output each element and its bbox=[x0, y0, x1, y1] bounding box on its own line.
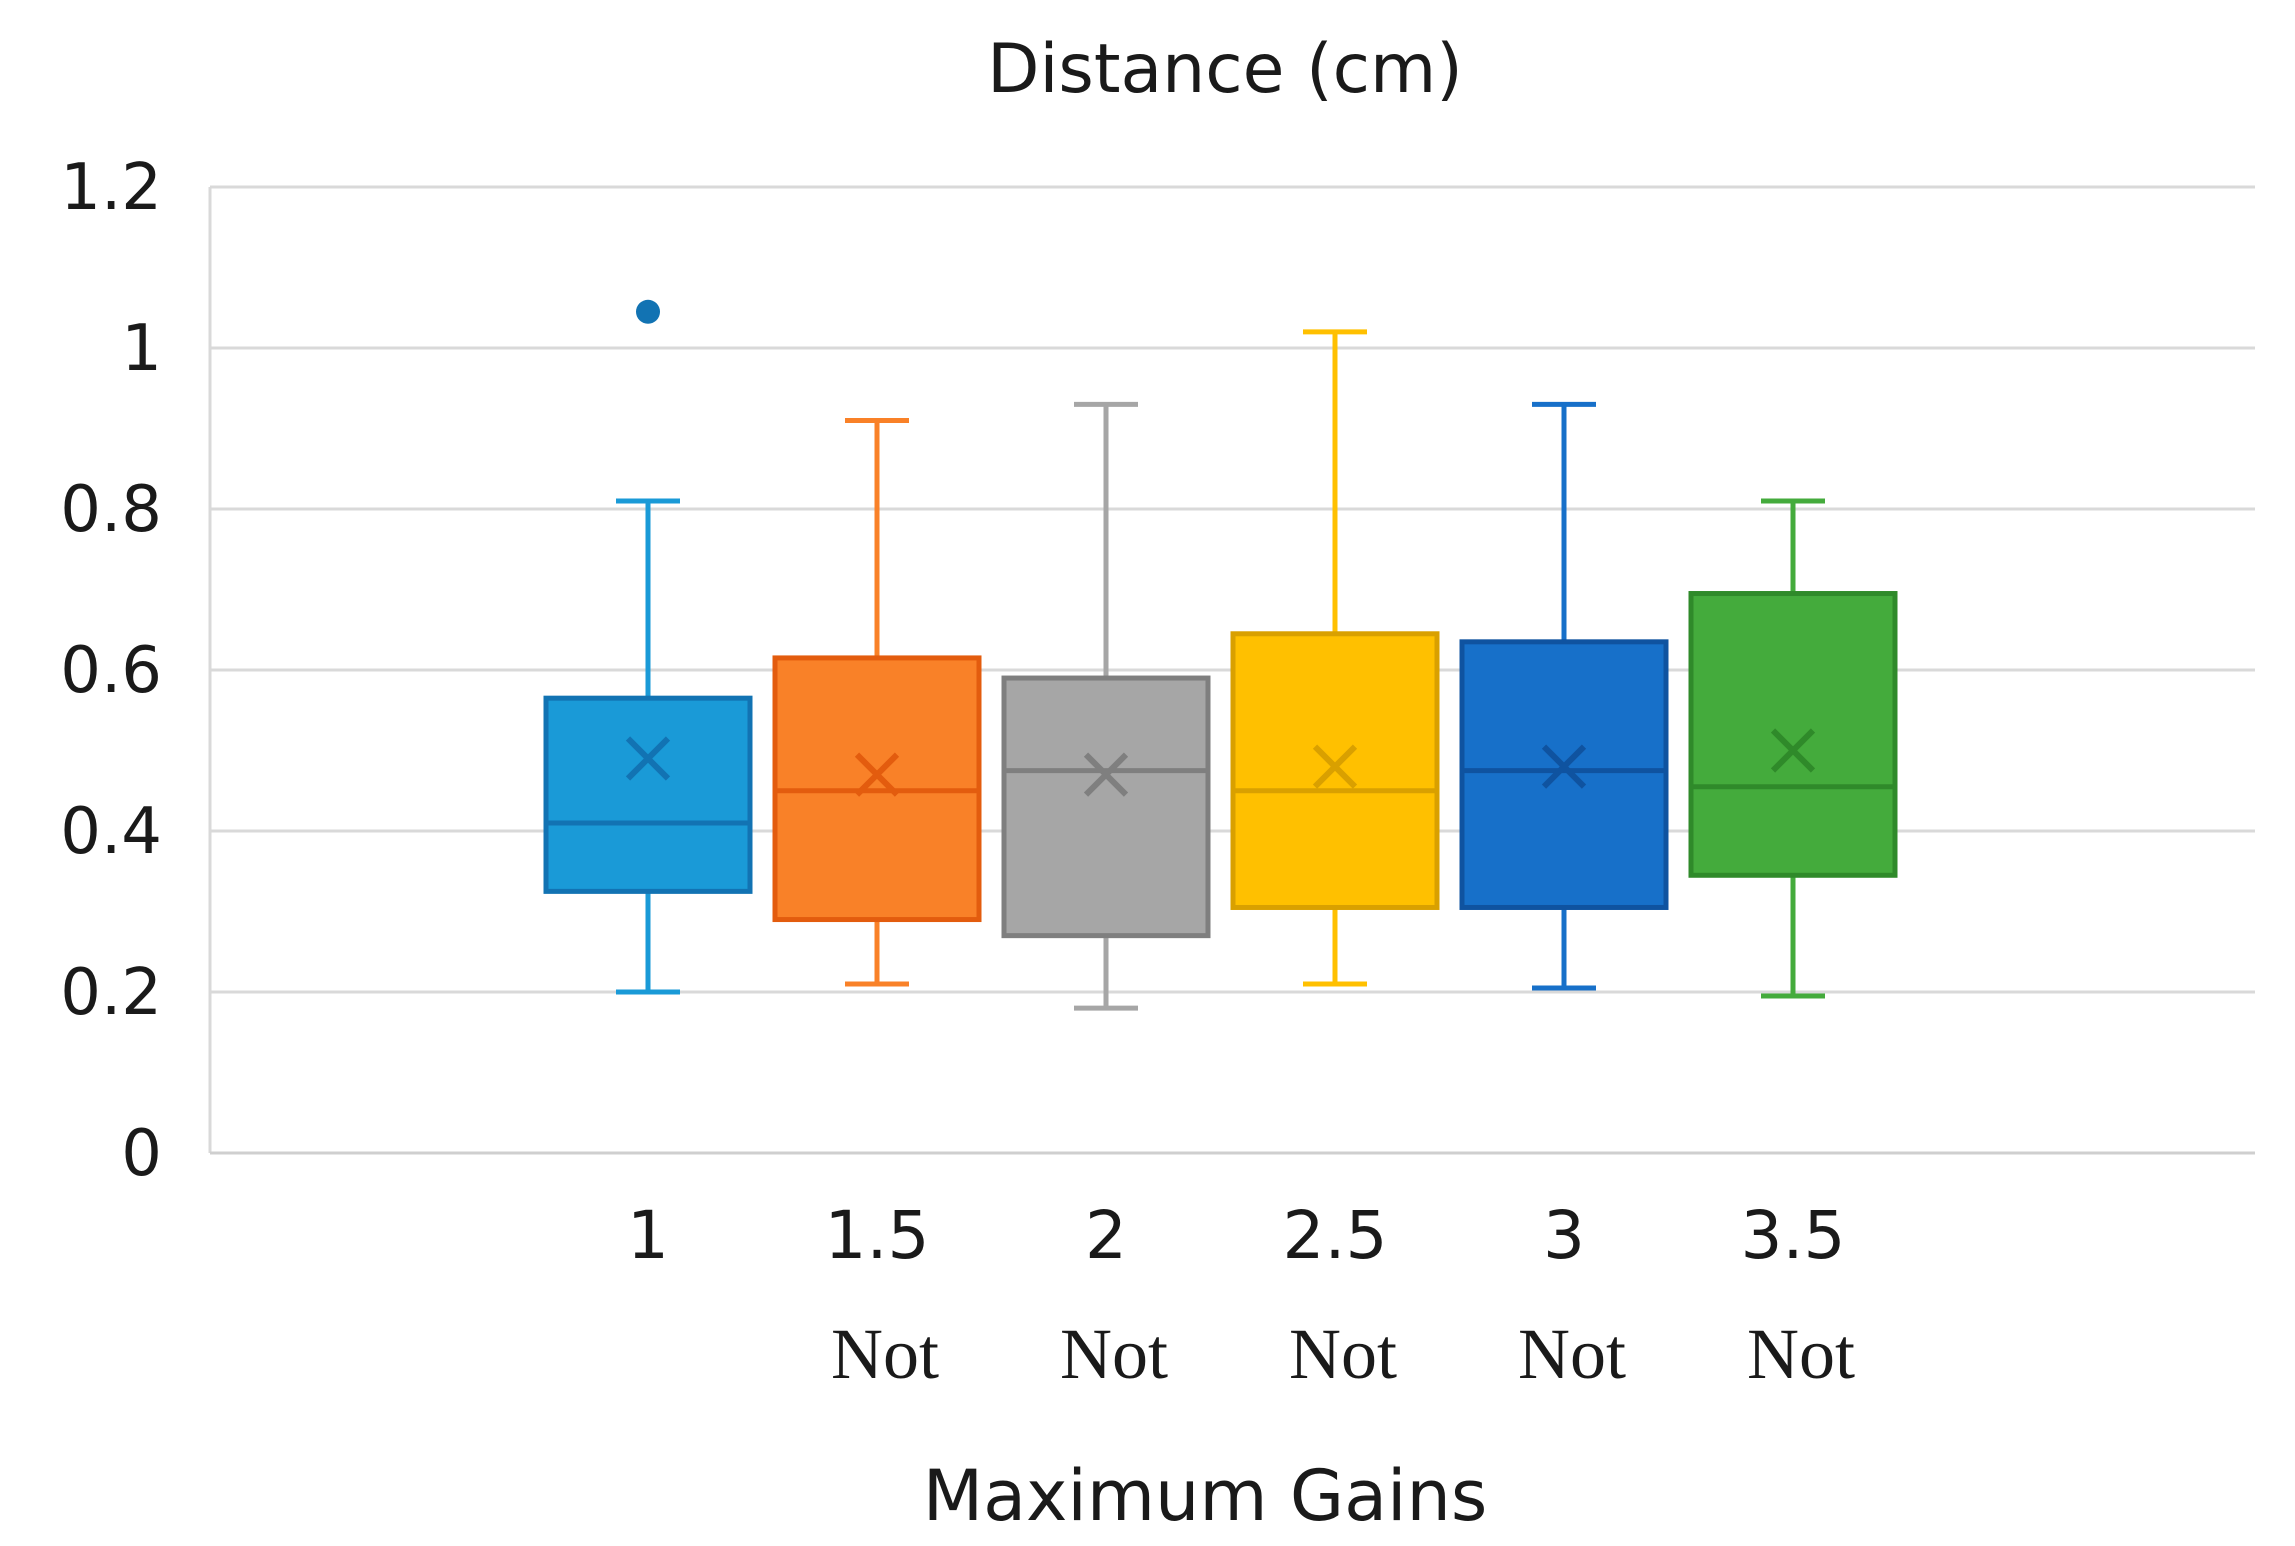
chart-title: Distance (cm) bbox=[987, 30, 1463, 109]
iqr-box bbox=[1688, 591, 1898, 878]
x-tick-note: Not bbox=[831, 1314, 939, 1394]
outlier-point bbox=[636, 299, 660, 324]
y-tick-label: 0.8 bbox=[60, 473, 162, 547]
mean-marker bbox=[1770, 728, 1816, 773]
x-tick-note: Not bbox=[1747, 1314, 1855, 1394]
mean-marker bbox=[1083, 752, 1129, 797]
x-tick-label: 3 bbox=[1543, 1197, 1585, 1274]
x-tick-label: 2.5 bbox=[1283, 1197, 1388, 1274]
box-series bbox=[543, 299, 1898, 1011]
y-tick-label: 0 bbox=[121, 1117, 162, 1191]
box-3-5 bbox=[1688, 498, 1898, 999]
box-2 bbox=[1001, 401, 1211, 1011]
x-axis-label: Maximum Gains bbox=[923, 1455, 1488, 1537]
box-1-5 bbox=[772, 417, 982, 987]
y-tick-label: 1 bbox=[121, 312, 162, 386]
x-tick-note: Not bbox=[1289, 1314, 1397, 1394]
mean-marker bbox=[1312, 744, 1358, 789]
mean-marker bbox=[625, 736, 671, 781]
x-tick-note: Not bbox=[1518, 1314, 1626, 1394]
mean-marker bbox=[854, 752, 900, 797]
x-axis: 1 1.5 Not 2 Not 2.5 Not 3 Not 3.5 Not bbox=[627, 1197, 1855, 1394]
x-tick-label: 1 bbox=[627, 1197, 669, 1274]
y-tick-label: 0.6 bbox=[60, 634, 162, 708]
y-tick-label: 1.2 bbox=[60, 151, 162, 225]
box-3 bbox=[1459, 401, 1669, 991]
y-tick-label: 0.4 bbox=[60, 795, 162, 869]
box-1 bbox=[543, 299, 753, 995]
mean-marker bbox=[1541, 744, 1587, 789]
x-tick-label: 3.5 bbox=[1741, 1197, 1846, 1274]
x-tick-label: 1.5 bbox=[825, 1197, 930, 1274]
x-tick-note: Not bbox=[1060, 1314, 1168, 1394]
box-2-5 bbox=[1230, 329, 1440, 987]
y-axis: 0 0.2 0.4 0.6 0.8 1 1.2 bbox=[60, 151, 162, 1191]
x-tick-label: 2 bbox=[1085, 1197, 1127, 1274]
y-tick-label: 0.2 bbox=[60, 956, 162, 1030]
iqr-box bbox=[1001, 675, 1211, 939]
iqr-box bbox=[543, 695, 753, 894]
iqr-box bbox=[1459, 639, 1669, 910]
